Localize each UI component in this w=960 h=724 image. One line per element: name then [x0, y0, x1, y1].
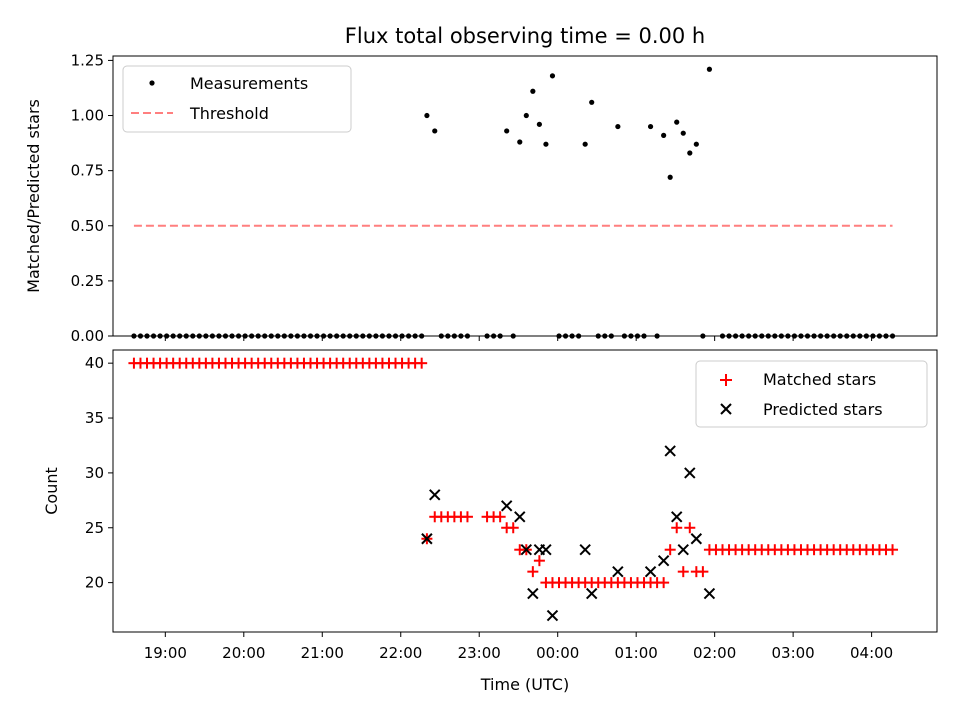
predicted-star-point — [421, 533, 433, 545]
measurement-point — [661, 132, 667, 138]
predicted-star-point — [657, 554, 670, 567]
x-tick-label: 21:00 — [301, 644, 344, 662]
x-axis-label: Time (UTC) — [480, 675, 569, 694]
matched-star-point — [527, 566, 539, 578]
matched-star-point — [416, 357, 428, 369]
ratio-y-tick-label: 1.00 — [71, 107, 104, 125]
count-y-tick-label: 25 — [85, 519, 104, 537]
measurement-point — [424, 112, 430, 119]
ratio-y-tick-label: 0.75 — [71, 162, 104, 180]
predicted-star-point — [500, 500, 513, 512]
count-y-tick-label: 30 — [85, 464, 104, 482]
matched-star-point — [461, 511, 473, 523]
predicted-star-point — [546, 609, 559, 622]
matched-star-point — [671, 522, 683, 534]
predicted-star-point — [429, 489, 441, 501]
ratio-y-tick-label: 0.00 — [71, 327, 104, 345]
legend-measurements-marker — [149, 80, 155, 86]
x-tick-label: 19:00 — [144, 644, 187, 662]
measurement-point — [680, 130, 686, 136]
measurement-point — [523, 112, 529, 119]
count-panel: 20 25 30 35 40 19:00 20:00 21:00 22:00 23:00 00:0… — [42, 349, 938, 694]
predicted-star-point — [540, 543, 552, 556]
measurement-point — [582, 141, 588, 147]
ratio-legend: Measurements Threshold — [122, 65, 352, 133]
x-tick-label: 04:00 — [850, 644, 893, 662]
measurement-point — [667, 174, 673, 180]
measurement-point — [432, 128, 438, 134]
count-legend: Matched stars Predicted stars — [695, 360, 928, 428]
matched-star-point — [494, 511, 506, 523]
measurement-point — [543, 141, 549, 147]
predicted-star-point — [671, 511, 683, 523]
x-tick-label: 22:00 — [379, 644, 422, 662]
legend-matched-marker — [720, 374, 732, 386]
ratio-plot-frame — [112, 55, 938, 337]
ratio-y-axis-label: Matched/Predicted stars — [24, 99, 43, 293]
measurement-point — [693, 141, 699, 147]
legend-predicted-label: Predicted stars — [763, 400, 883, 419]
matched-star-point — [684, 522, 696, 534]
predicted-star-point — [527, 587, 539, 600]
matched-star-point — [533, 555, 545, 567]
predicted-star-point — [690, 533, 703, 545]
predicted-star-point — [520, 543, 533, 556]
legend-measurements-label: Measurements — [190, 74, 308, 93]
ratio-panel: 0.00 0.25 0.50 0.75 1.00 1.25 Matched/Predict… — [24, 51, 938, 345]
x-tick-label: 23:00 — [458, 644, 501, 662]
predicted-star-point — [664, 445, 676, 457]
count-plot-frame — [112, 349, 938, 633]
legend-threshold-label: Threshold — [189, 104, 269, 123]
predicted-star-point — [677, 543, 689, 556]
predicted-star-point — [684, 467, 696, 479]
x-tick-label: 20:00 — [222, 644, 265, 662]
ratio-y-tick-label: 0.50 — [71, 217, 104, 235]
matched-star-point — [664, 544, 676, 556]
measurement-point — [517, 139, 523, 145]
measurement-point — [615, 123, 621, 130]
ratio-y-tick-label: 0.25 — [71, 272, 104, 290]
chart-title: Flux total observing time = 0.00 h — [345, 24, 705, 48]
measurement-point — [530, 88, 536, 94]
measurement-point — [536, 121, 542, 127]
x-tick-label: 01:00 — [615, 644, 658, 662]
measurement-point — [647, 123, 654, 130]
measurement-point — [589, 99, 595, 105]
matched-star-point — [887, 544, 899, 556]
matched-star-point — [658, 577, 670, 589]
predicted-star-point — [644, 565, 657, 578]
predicted-star-point — [579, 543, 591, 556]
predicted-star-point — [703, 587, 716, 600]
measurement-point — [549, 73, 556, 79]
predicted-star-point — [612, 565, 624, 578]
count-y-tick-label: 20 — [85, 574, 104, 592]
matched-star-point — [507, 522, 519, 534]
x-tick-label: 02:00 — [693, 644, 736, 662]
matched-star-point — [697, 566, 709, 578]
measurement-point — [674, 119, 680, 125]
x-tick-label: 03:00 — [772, 644, 815, 662]
matched-star-point — [677, 566, 689, 578]
measurement-point — [504, 128, 510, 134]
legend-predicted-marker — [720, 403, 732, 415]
legend-matched-label: Matched stars — [763, 370, 876, 389]
predicted-star-point — [585, 587, 598, 600]
count-y-tick-label: 35 — [85, 409, 104, 427]
predicted-star-point — [514, 511, 526, 523]
measurement-point — [706, 66, 713, 72]
measurement-point — [687, 150, 693, 156]
count-y-tick-label: 40 — [85, 354, 104, 372]
x-tick-label: 00:00 — [536, 644, 579, 662]
count-y-axis-label: Count — [42, 467, 61, 515]
ratio-y-tick-label: 1.25 — [71, 51, 104, 69]
